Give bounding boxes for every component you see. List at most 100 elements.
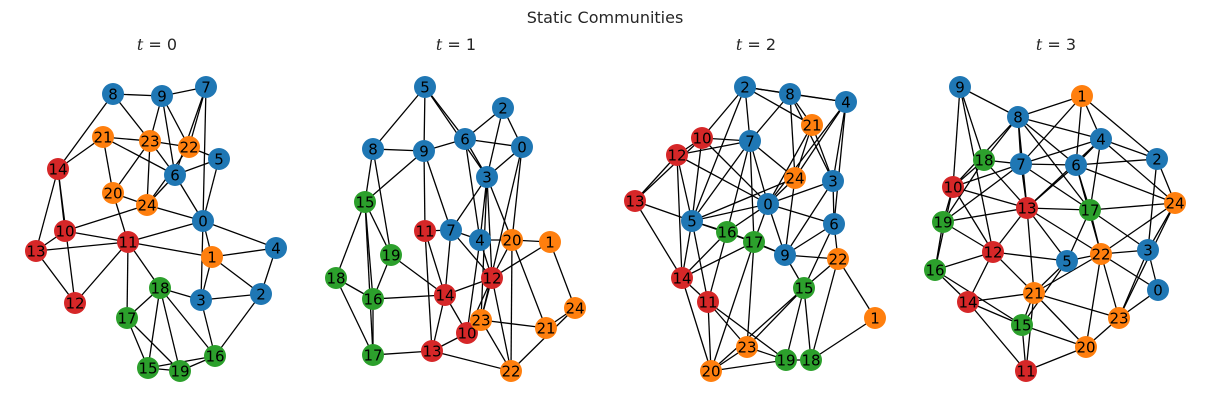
edge-3-23 xyxy=(1118,249,1149,319)
edge-11-19 xyxy=(707,301,787,361)
edge-15-20 xyxy=(710,287,805,372)
edge-2-3 xyxy=(486,107,504,178)
node-2: 2 xyxy=(1146,148,1168,170)
node-22: 22 xyxy=(827,248,849,270)
node-circle xyxy=(414,76,436,98)
edge-layer xyxy=(934,86,1176,372)
node-circle xyxy=(973,149,995,171)
edge-9-10 xyxy=(952,86,961,188)
node-8: 8 xyxy=(779,83,801,105)
node-2: 2 xyxy=(250,283,272,305)
node-label: 3 xyxy=(1143,242,1153,260)
node-circle xyxy=(47,158,69,180)
node-17: 17 xyxy=(1079,199,1101,221)
node-13: 13 xyxy=(1016,197,1038,219)
node-6: 6 xyxy=(823,213,845,235)
node-circle xyxy=(1079,199,1101,221)
edge-12-22 xyxy=(491,277,512,372)
edge-17-19 xyxy=(126,317,181,372)
node-17: 17 xyxy=(362,344,384,366)
node-label: 11 xyxy=(698,294,717,312)
node-24: 24 xyxy=(136,194,158,216)
node-0: 0 xyxy=(192,210,214,232)
node-4: 4 xyxy=(265,237,287,259)
node-8: 8 xyxy=(1007,106,1029,128)
node-circle xyxy=(1075,336,1097,358)
node-circle xyxy=(413,140,435,162)
node-circle xyxy=(793,277,815,299)
edge-13-11 xyxy=(35,241,129,252)
node-label: 6 xyxy=(170,167,180,185)
edge-24-22 xyxy=(510,307,576,372)
node-14: 14 xyxy=(434,284,456,306)
edge-12-0 xyxy=(676,154,769,205)
node-circle xyxy=(1146,148,1168,170)
edge-24-9 xyxy=(784,177,796,256)
node-label: 9 xyxy=(157,88,167,106)
edge-11-13 xyxy=(424,230,433,352)
edge-12-11 xyxy=(74,241,129,304)
node-label: 24 xyxy=(1165,195,1184,213)
edge-1-12 xyxy=(491,241,551,279)
node-label: 14 xyxy=(958,294,977,312)
edge-7-10 xyxy=(952,163,1022,188)
edge-9-18 xyxy=(959,86,985,161)
edge-22-23 xyxy=(1100,253,1120,319)
edge-7-17 xyxy=(1020,163,1091,211)
node-label: 13 xyxy=(625,193,644,211)
node-label: 17 xyxy=(117,310,136,328)
edge-22-20 xyxy=(1085,253,1102,348)
edge-21-20 xyxy=(1033,292,1087,348)
node-20: 20 xyxy=(501,229,523,251)
node-20: 20 xyxy=(700,360,722,382)
node-circle xyxy=(1007,106,1029,128)
panel-title: t = 1 xyxy=(436,35,476,54)
node-label: 0 xyxy=(198,213,208,231)
node-10: 10 xyxy=(54,220,76,242)
edge-6-24 xyxy=(1075,164,1176,204)
node-19: 19 xyxy=(380,244,402,266)
node-22: 22 xyxy=(500,360,522,382)
node-23: 23 xyxy=(1108,307,1130,329)
node-22: 22 xyxy=(1090,243,1112,265)
edge-8-19 xyxy=(372,148,392,256)
node-circle xyxy=(697,291,719,313)
edge-3-9 xyxy=(784,180,834,256)
node-3: 3 xyxy=(190,289,212,311)
edge-14-13 xyxy=(35,168,59,252)
node-circle xyxy=(169,360,191,382)
node-label: 18 xyxy=(974,152,993,170)
edge-9-6 xyxy=(161,95,176,176)
node-circle xyxy=(827,248,849,270)
node-label: 20 xyxy=(502,232,521,250)
edge-13-22 xyxy=(1026,207,1102,255)
node-20: 20 xyxy=(1075,336,1097,358)
node-label: 6 xyxy=(1071,157,1081,175)
edge-7-0 xyxy=(202,86,207,222)
node-circle xyxy=(64,292,86,314)
node-circle xyxy=(116,307,138,329)
node-label: 18 xyxy=(326,270,345,288)
node-circle xyxy=(1090,128,1112,150)
node-label: 8 xyxy=(368,141,378,159)
node-21: 21 xyxy=(1023,282,1045,304)
node-label: 23 xyxy=(737,339,756,357)
node-4: 4 xyxy=(469,229,491,251)
edge-22-18 xyxy=(810,258,839,361)
node-16: 16 xyxy=(204,345,226,367)
node-23: 23 xyxy=(470,309,492,331)
node-circle xyxy=(380,244,402,266)
node-4: 4 xyxy=(835,91,857,113)
node-circle xyxy=(1071,85,1093,107)
node-14: 14 xyxy=(47,158,69,180)
node-5: 5 xyxy=(681,210,703,232)
node-circle xyxy=(779,83,801,105)
node-label: 22 xyxy=(828,251,847,269)
edge-8-17 xyxy=(1017,116,1091,211)
node-circle xyxy=(201,246,223,268)
node-circle xyxy=(835,91,857,113)
node-12: 12 xyxy=(982,241,1004,263)
